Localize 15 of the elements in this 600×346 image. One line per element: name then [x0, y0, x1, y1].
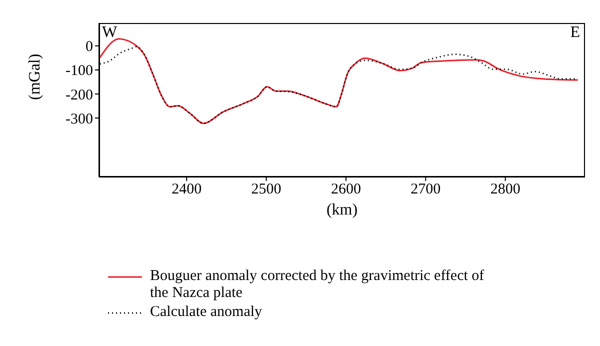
y-tick-label: -100: [66, 63, 93, 80]
y-axis-title: (mGal): [26, 54, 44, 100]
annotation: E: [570, 24, 580, 42]
y-tick-label: -300: [66, 111, 93, 128]
y-tick-label: -200: [66, 87, 93, 104]
x-tick-label: 2700: [410, 182, 441, 198]
x-tick-label: 2800: [490, 182, 520, 198]
annotation: W: [102, 24, 118, 42]
x-tick-label: 2600: [330, 182, 361, 198]
legend-label: Calculate anomaly: [150, 304, 264, 321]
y-tick-label: 0: [86, 39, 93, 56]
x-tick-label: 2500: [251, 182, 282, 198]
legend-label: Bouguer anomaly corrected by the gravimetric effect of the Nazca plate: [150, 268, 485, 302]
x-tick-label: 2400: [172, 182, 202, 198]
x-axis-title: (km): [326, 201, 358, 218]
